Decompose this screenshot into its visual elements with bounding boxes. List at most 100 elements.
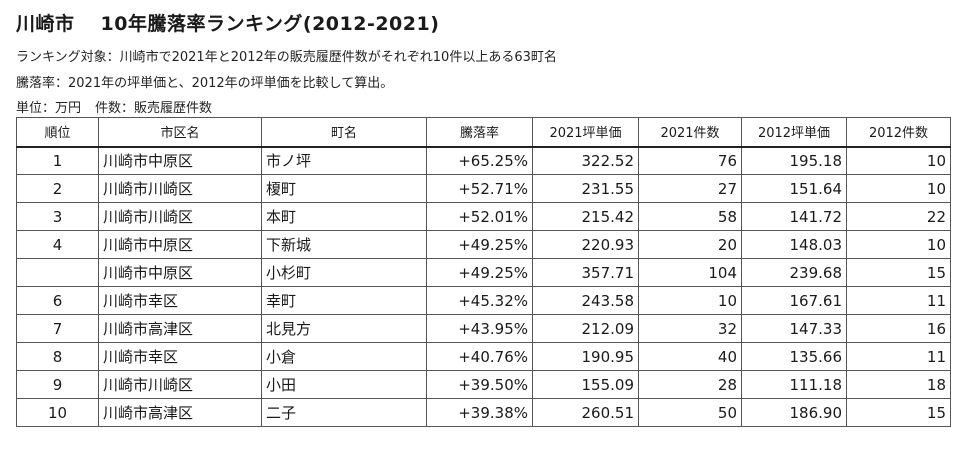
price-2021-cell: 260.51 [532,398,639,427]
count-2012-cell: 10 [846,174,951,203]
header-2012-price: 2012坪単価 [741,117,847,148]
price-2021-cell: 322.52 [532,146,639,175]
town-cell: 小倉 [261,342,427,371]
unit-label: 単位：万円 [16,101,82,116]
change-rate-cell: +45.32% [426,286,533,315]
town-cell: 小田 [261,370,427,399]
ward-cell: 川崎市幸区 [98,286,262,315]
table-header-row: 順位 市区名 町名 騰落率 2021坪単価 2021件数 2012坪単価 201… [16,117,951,148]
count-2021-cell: 104 [638,258,742,287]
price-2021-cell: 357.71 [532,258,639,287]
count-2012-cell: 11 [846,286,951,315]
count-2021-cell: 50 [638,398,742,427]
change-rate-cell: +40.76% [426,342,533,371]
change-rate-cell: +52.71% [426,174,533,203]
price-2012-cell: 148.03 [741,230,847,259]
change-rate-cell: +49.25% [426,230,533,259]
rank-cell: 4 [16,230,99,259]
price-2021-cell: 190.95 [532,342,639,371]
table-row: 10 川崎市高津区 二子 +39.38% 260.51 50 186.90 15 [16,398,951,427]
title-city: 川崎市 [16,13,75,35]
price-2021-cell: 155.09 [532,370,639,399]
price-2021-cell: 215.42 [532,202,639,231]
count-2012-cell: 10 [846,230,951,259]
ward-cell: 川崎市川崎区 [98,174,262,203]
count-2021-cell: 27 [638,174,742,203]
page-title: 川崎市 10年騰落率ランキング(2012-2021) [16,9,439,36]
count-2021-cell: 20 [638,230,742,259]
rate-definition-note: 騰落率：2021年の坪単価と、2012年の坪単価を比較して算出。 [16,76,394,91]
count-2021-cell: 76 [638,146,742,175]
change-rate-cell: +39.50% [426,370,533,399]
count-2012-cell: 15 [846,398,951,427]
rank-cell: 7 [16,314,99,343]
count-2021-cell: 28 [638,370,742,399]
count-2012-cell: 22 [846,202,951,231]
price-2012-cell: 151.64 [741,174,847,203]
count-2021-cell: 10 [638,286,742,315]
count-2021-cell: 58 [638,202,742,231]
header-change-rate: 騰落率 [426,117,533,148]
town-cell: 市ノ坪 [261,146,427,175]
ward-cell: 川崎市川崎区 [98,202,262,231]
ward-cell: 川崎市幸区 [98,342,262,371]
rank-cell: 10 [16,398,99,427]
count-label: 件数：販売履歴件数 [95,101,213,116]
ward-cell: 川崎市高津区 [98,398,262,427]
header-ward: 市区名 [98,117,262,148]
rank-cell: 9 [16,370,99,399]
ward-cell: 川崎市中原区 [98,230,262,259]
count-2012-cell: 10 [846,146,951,175]
count-2021-cell: 32 [638,314,742,343]
town-cell: 小杉町 [261,258,427,287]
price-2012-cell: 141.72 [741,202,847,231]
ward-cell: 川崎市中原区 [98,258,262,287]
price-2012-cell: 167.61 [741,286,847,315]
table-row: 2 川崎市川崎区 榎町 +52.71% 231.55 27 151.64 10 [16,174,951,203]
change-rate-cell: +52.01% [426,202,533,231]
price-2012-cell: 186.90 [741,398,847,427]
price-2012-cell: 135.66 [741,342,847,371]
rank-cell: 3 [16,202,99,231]
price-2021-cell: 212.09 [532,314,639,343]
table-row: 川崎市中原区 小杉町 +49.25% 357.71 104 239.68 15 [16,258,951,287]
rank-cell: 1 [16,146,99,175]
header-2021-price: 2021坪単価 [532,117,639,148]
rank-cell: 6 [16,286,99,315]
rank-cell [16,258,99,287]
header-rank: 順位 [16,117,99,148]
town-cell: 下新城 [261,230,427,259]
rank-cell: 2 [16,174,99,203]
count-2012-cell: 15 [846,258,951,287]
change-rate-cell: +43.95% [426,314,533,343]
town-cell: 本町 [261,202,427,231]
ward-cell: 川崎市中原区 [98,146,262,175]
price-2012-cell: 111.18 [741,370,847,399]
table-row: 8 川崎市幸区 小倉 +40.76% 190.95 40 135.66 11 [16,342,951,371]
price-2012-cell: 195.18 [741,146,847,175]
header-2021-count: 2021件数 [638,117,742,148]
count-2012-cell: 11 [846,342,951,371]
change-rate-cell: +65.25% [426,146,533,175]
change-rate-cell: +49.25% [426,258,533,287]
town-cell: 榎町 [261,174,427,203]
unit-note: 単位：万円 件数：販売履歴件数 [16,97,212,116]
table-row: 1 川崎市中原区 市ノ坪 +65.25% 322.52 76 195.18 10 [16,146,951,175]
price-2021-cell: 243.58 [532,286,639,315]
table-row: 7 川崎市高津区 北見方 +43.95% 212.09 32 147.33 16 [16,314,951,343]
ward-cell: 川崎市高津区 [98,314,262,343]
table-row: 9 川崎市川崎区 小田 +39.50% 155.09 28 111.18 18 [16,370,951,399]
town-cell: 北見方 [261,314,427,343]
count-2012-cell: 18 [846,370,951,399]
title-main: 10年騰落率ランキング(2012-2021) [100,13,440,35]
ward-cell: 川崎市川崎区 [98,370,262,399]
table-row: 6 川崎市幸区 幸町 +45.32% 243.58 10 167.61 11 [16,286,951,315]
price-2012-cell: 239.68 [741,258,847,287]
count-2021-cell: 40 [638,342,742,371]
table-row: 3 川崎市川崎区 本町 +52.01% 215.42 58 141.72 22 [16,202,951,231]
price-2012-cell: 147.33 [741,314,847,343]
header-town: 町名 [261,117,427,148]
town-cell: 幸町 [261,286,427,315]
ranking-scope-note: ランキング対象：川崎市で2021年と2012年の販売履歴件数がそれぞれ10件以上… [16,50,557,65]
change-rate-cell: +39.38% [426,398,533,427]
